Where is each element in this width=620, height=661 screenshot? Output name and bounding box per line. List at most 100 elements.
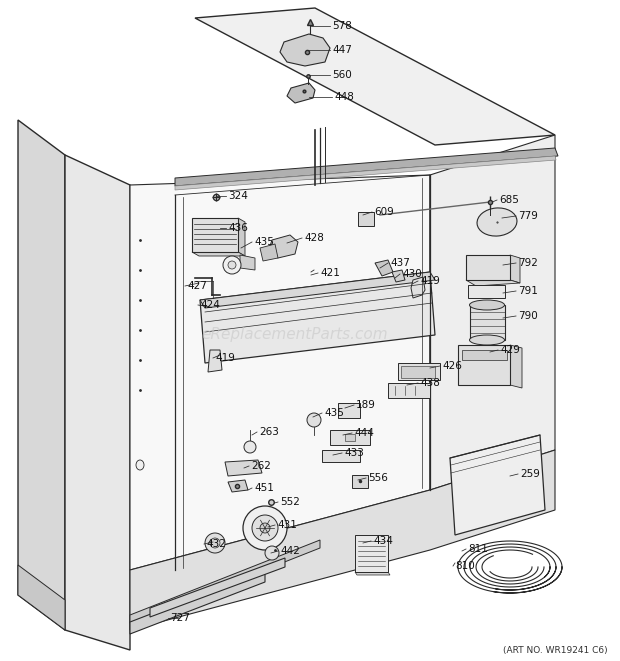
Text: 429: 429 <box>500 345 520 355</box>
Ellipse shape <box>469 335 505 345</box>
Polygon shape <box>330 430 370 445</box>
Text: 436: 436 <box>228 223 248 233</box>
Polygon shape <box>510 345 522 388</box>
Text: 451: 451 <box>254 483 274 493</box>
Polygon shape <box>388 383 430 398</box>
Text: 438: 438 <box>420 378 440 388</box>
Text: 779: 779 <box>518 211 538 221</box>
Text: 432: 432 <box>206 539 226 549</box>
Text: 790: 790 <box>518 311 538 321</box>
Polygon shape <box>130 540 320 623</box>
Polygon shape <box>200 272 435 308</box>
Text: 435: 435 <box>324 408 344 418</box>
Text: 430: 430 <box>402 269 422 279</box>
Polygon shape <box>462 350 507 360</box>
Polygon shape <box>287 83 315 103</box>
Polygon shape <box>375 260 393 276</box>
Polygon shape <box>466 255 510 280</box>
Text: 428: 428 <box>304 233 324 243</box>
Circle shape <box>307 413 321 427</box>
Text: 262: 262 <box>251 461 271 471</box>
Polygon shape <box>355 535 388 572</box>
Polygon shape <box>238 218 245 256</box>
Text: 685: 685 <box>499 195 519 205</box>
Text: 442: 442 <box>280 546 300 556</box>
Circle shape <box>260 523 270 533</box>
Text: 556: 556 <box>368 473 388 483</box>
Text: 434: 434 <box>373 536 393 546</box>
Text: 421: 421 <box>320 268 340 278</box>
Text: (ART NO. WR19241 C6): (ART NO. WR19241 C6) <box>503 646 608 654</box>
Polygon shape <box>260 244 278 261</box>
Ellipse shape <box>223 256 241 274</box>
Polygon shape <box>470 305 505 340</box>
Text: 427: 427 <box>187 281 207 291</box>
Polygon shape <box>195 8 555 145</box>
Polygon shape <box>450 435 545 535</box>
Polygon shape <box>18 120 65 630</box>
Polygon shape <box>430 135 555 490</box>
Polygon shape <box>130 570 265 634</box>
Polygon shape <box>150 558 285 617</box>
Text: eReplacementParts.com: eReplacementParts.com <box>202 327 388 342</box>
Text: 324: 324 <box>228 191 248 201</box>
Text: 189: 189 <box>356 400 376 410</box>
Polygon shape <box>175 148 558 186</box>
Text: 578: 578 <box>332 21 352 31</box>
Circle shape <box>265 546 279 560</box>
Polygon shape <box>358 212 374 226</box>
Polygon shape <box>192 252 245 256</box>
Polygon shape <box>352 475 368 488</box>
Polygon shape <box>401 366 435 378</box>
Polygon shape <box>65 155 130 650</box>
Ellipse shape <box>136 460 144 470</box>
Circle shape <box>252 515 278 541</box>
Polygon shape <box>192 218 238 252</box>
Text: 431: 431 <box>277 520 297 530</box>
Polygon shape <box>411 277 425 298</box>
Text: 447: 447 <box>332 45 352 55</box>
Text: 448: 448 <box>334 92 354 102</box>
Text: 791: 791 <box>518 286 538 296</box>
Polygon shape <box>175 156 556 190</box>
Polygon shape <box>510 255 520 283</box>
Text: 560: 560 <box>332 70 352 80</box>
Circle shape <box>205 533 225 553</box>
Polygon shape <box>268 235 298 258</box>
Text: 811: 811 <box>468 544 488 554</box>
Polygon shape <box>18 565 65 630</box>
Text: 552: 552 <box>280 497 300 507</box>
Polygon shape <box>345 434 355 441</box>
Polygon shape <box>398 363 440 380</box>
Polygon shape <box>338 403 360 418</box>
Polygon shape <box>392 270 405 282</box>
Text: 259: 259 <box>520 469 540 479</box>
Polygon shape <box>468 285 505 298</box>
Polygon shape <box>322 450 360 462</box>
Polygon shape <box>228 480 248 492</box>
Circle shape <box>244 441 256 453</box>
Polygon shape <box>130 450 555 630</box>
Text: 609: 609 <box>374 207 394 217</box>
Text: 424: 424 <box>200 300 220 310</box>
Ellipse shape <box>469 300 505 310</box>
Text: 419: 419 <box>420 276 440 286</box>
Text: 444: 444 <box>354 428 374 438</box>
Circle shape <box>243 506 287 550</box>
Text: 437: 437 <box>390 258 410 268</box>
Text: 792: 792 <box>518 258 538 268</box>
Circle shape <box>210 538 220 548</box>
Ellipse shape <box>477 208 517 236</box>
Polygon shape <box>208 350 222 372</box>
Polygon shape <box>225 460 262 476</box>
Text: 419: 419 <box>215 353 235 363</box>
Text: 426: 426 <box>442 361 462 371</box>
Polygon shape <box>458 345 510 385</box>
Polygon shape <box>240 255 255 270</box>
Ellipse shape <box>228 261 236 269</box>
Text: 727: 727 <box>170 613 190 623</box>
Polygon shape <box>200 272 435 363</box>
Polygon shape <box>280 34 330 66</box>
Polygon shape <box>466 280 520 286</box>
Polygon shape <box>130 175 430 570</box>
